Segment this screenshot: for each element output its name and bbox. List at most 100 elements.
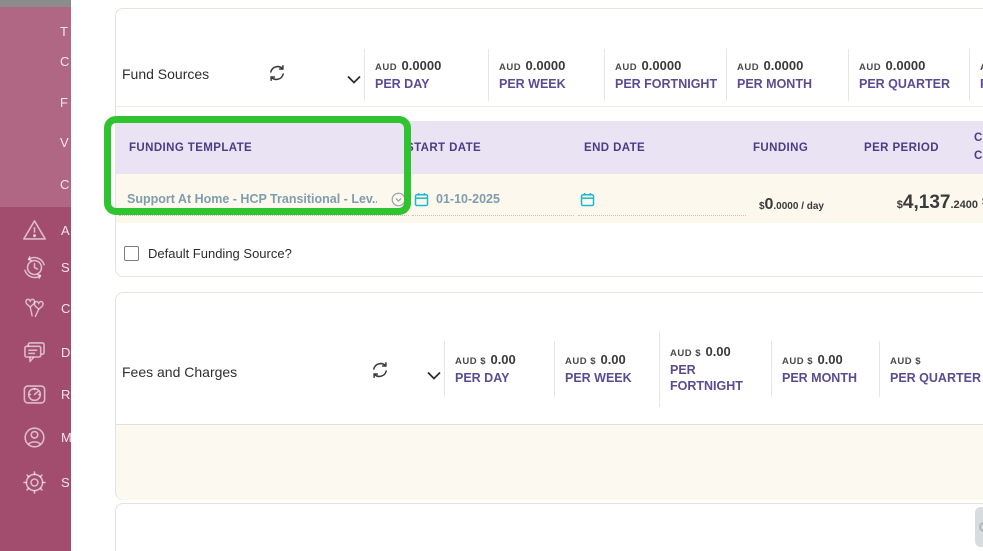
sidebar-item-label: S [61,259,70,275]
sidebar-item-settings[interactable]: S [0,469,71,495]
sidebar-item-label: A [61,222,70,238]
currency-symbol: $ [896,199,903,211]
currency-code: AUD [615,62,638,74]
default-funding-source-checkbox[interactable] [124,245,139,261]
column-header-start-date: START DATE [406,141,482,154]
sidebar-item-label: D [61,344,71,360]
fees-amount-per-quarter: AUD $ PER QUARTER [879,341,983,397]
period-label: PER FORTNIGHT [670,363,743,393]
sidebar-item-reports[interactable]: R [0,381,71,407]
chevron-circle-icon[interactable] [391,192,406,207]
fees-charges-panel: Fees and Charges AUD $ 0.00 PER DAY AUD … [115,292,983,500]
period-label: PER MONTH [737,77,812,92]
sidebar-item-f[interactable]: F [60,95,68,110]
sidebar: T C F V C A S [0,0,72,551]
sidebar-item-alerts[interactable]: A [0,217,71,243]
currency-code: AUD $ [455,356,487,368]
amount: 0.0000 [401,58,442,74]
fees-amount-per-week: AUD $ 0.00 PER WEEK [554,341,659,397]
fees-amount-per-day: AUD $ 0.00 PER DAY [444,341,554,397]
amount: 0.00 [490,352,516,368]
currency-code: AUD $ [890,356,922,368]
currency-code: AUD [375,62,398,74]
period-label: PER QUARTER [890,371,981,386]
gauge-icon [21,381,48,408]
start-date-value: 01-10-2025 [436,192,500,206]
circle-glyph-icon [979,522,983,532]
period-label: PER WEEK [499,77,566,92]
currency-code: A [980,62,983,73]
period-label: PER WEEK [565,371,632,386]
currency-symbol: $ [758,201,765,212]
chevron-down-icon[interactable] [427,367,441,380]
sidebar-item-t[interactable]: T [60,24,68,39]
currency-code: AUD [737,62,760,74]
sidebar-item-care[interactable]: C [0,295,71,321]
start-date-field[interactable]: 01-10-2025 [412,183,574,216]
calendar-icon[interactable] [414,192,429,207]
period-label: PER DAY [375,77,430,92]
gear-icon [21,469,48,496]
refresh-icon[interactable] [371,361,389,379]
history-clock-icon [21,254,48,281]
amount-whole: 0 [764,196,774,213]
amount-fraction: .2400 [950,199,978,211]
chevron-down-icon[interactable] [347,71,361,84]
funding-value: $0.0000 / day [716,196,824,214]
currency-code: AUD $ [782,356,814,368]
calendar-icon[interactable] [580,192,595,207]
top-bar [0,0,71,7]
sidebar-item-label: M [61,429,72,445]
fund-amount-clipped: A P [969,49,983,101]
amount: 0.00 [817,352,843,368]
sidebar-item-schedule[interactable]: S [0,254,71,280]
column-header-end-date: END DATE [584,141,646,154]
default-funding-source-row: Default Funding Source? [124,243,292,263]
sidebar-top-section [0,0,71,207]
next-section-panel [115,503,983,551]
refresh-icon[interactable] [268,64,286,82]
funding-table-header: FUNDING TEMPLATE START DATE END DATE FUN… [116,121,983,174]
amount: 0.0000 [763,58,804,74]
amount: 0.00 [600,352,626,368]
sidebar-item-label: S [61,474,70,490]
period-label: PER DAY [455,371,510,386]
amount: 0.0000 [885,58,926,74]
fees-charges-title: Fees and Charges [122,364,238,380]
funding-template-value: Support At Home - HCP Transitional - Lev… [127,192,377,206]
fund-sources-title: Fund Sources [122,66,210,82]
fund-amount-per-fortnight: AUD 0.0000 PER FORTNIGHT [604,49,726,101]
alert-triangle-icon [21,217,48,244]
sidebar-item-c1[interactable]: C [60,54,70,69]
column-header-funding-template: FUNDING TEMPLATE [129,141,253,154]
fund-sources-panel: Fund Sources AUD 0.0000 PER DAY AUD 0.00… [115,8,983,277]
amount: 0.0000 [525,58,566,74]
fund-amount-per-month: AUD 0.0000 PER MONTH [726,49,848,101]
amount: 0.00 [705,344,731,360]
sidebar-item-label: R [61,386,71,402]
column-header-clipped: C C [974,121,983,174]
collapsed-side-button[interactable] [975,507,983,547]
funding-template-select[interactable]: Support At Home - HCP Transitional - Lev… [119,183,409,216]
end-date-field[interactable] [578,183,746,216]
clipped-header-line1: C [974,132,983,145]
per-period-value: $4,137.2400 [846,192,978,214]
sidebar-item-discussions[interactable]: D [0,339,71,365]
sidebar-item-members[interactable]: M [0,424,72,450]
fees-amount-per-month: AUD $ 0.00 PER MONTH [771,341,879,397]
fund-amount-per-week: AUD 0.0000 PER WEEK [488,49,604,101]
sidebar-item-c2[interactable]: C [60,177,70,192]
column-header-per-period: PER PERIOD [864,141,939,154]
clipped-header-line2: C [974,149,983,162]
fees-charges-empty-area [116,424,983,500]
period-label: PER QUARTER [859,77,950,92]
fees-amount-per-fortnight: AUD $ 0.00 PER FORTNIGHT [659,331,771,407]
currency-code: AUD [499,62,522,74]
sidebar-item-v[interactable]: V [60,135,69,150]
chat-bubbles-icon [21,339,48,366]
funding-table-row: Support At Home - HCP Transitional - Lev… [116,174,983,223]
currency-code: AUD $ [670,348,702,360]
period-label: PER FORTNIGHT [615,77,718,92]
hearts-icon [21,295,48,322]
